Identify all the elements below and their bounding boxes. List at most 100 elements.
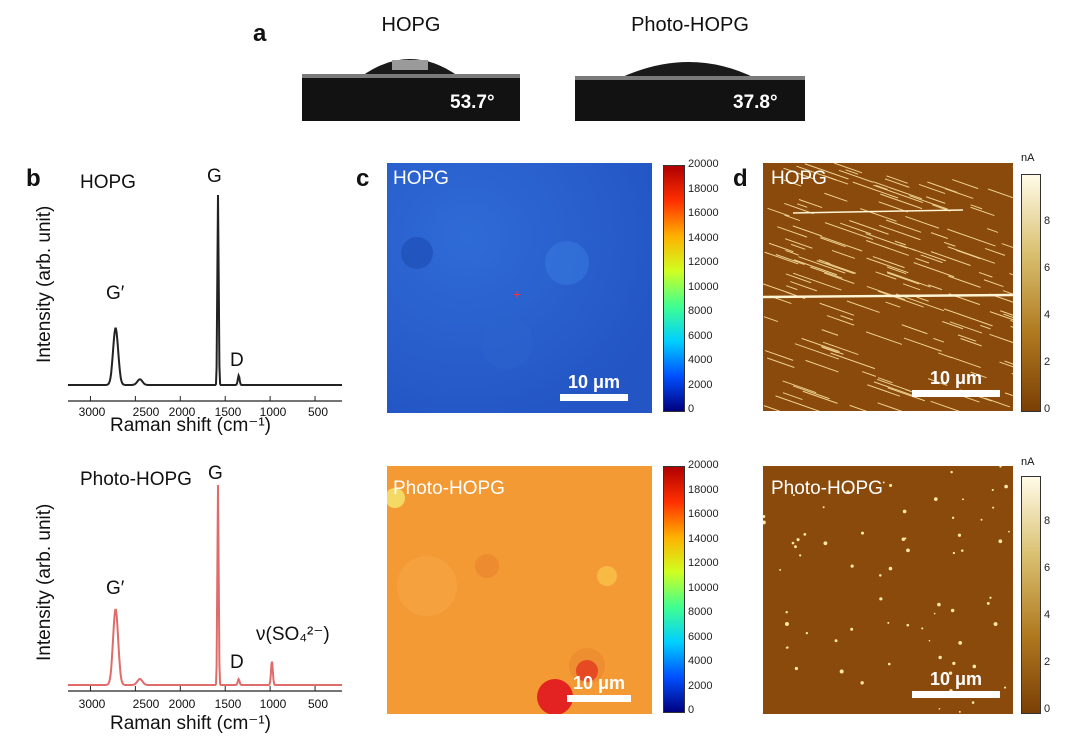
colorbar-tick: 8000 bbox=[688, 305, 713, 317]
conductive-dot bbox=[921, 627, 924, 630]
conductive-streak bbox=[910, 248, 946, 262]
conductive-streak bbox=[880, 193, 923, 210]
conductive-streak bbox=[894, 240, 906, 246]
conductive-dot bbox=[980, 518, 983, 521]
conductive-dot bbox=[763, 514, 766, 519]
conductive-streak bbox=[970, 204, 983, 210]
conductive-streak bbox=[943, 308, 993, 327]
conductive-streak bbox=[798, 199, 823, 209]
conductive-streak bbox=[861, 371, 877, 377]
conductive-streak bbox=[793, 259, 838, 276]
conductive-streak bbox=[764, 251, 799, 265]
colorbar-tick: 6 bbox=[1044, 262, 1051, 274]
conductive-streak bbox=[948, 275, 981, 288]
conductive-streak bbox=[821, 346, 844, 355]
xtick: 2000 bbox=[168, 405, 196, 419]
conductive-streak bbox=[984, 247, 1006, 256]
conductive-dot bbox=[999, 466, 1002, 468]
raman-map-hopg: + bbox=[387, 163, 652, 413]
conductive-streak bbox=[824, 222, 874, 240]
colorbar-tick: 12000 bbox=[688, 256, 719, 268]
conductive-streak bbox=[763, 405, 781, 411]
conductive-streak bbox=[840, 315, 854, 321]
conductive-dot bbox=[1008, 530, 1010, 533]
conductive-dot bbox=[998, 539, 1003, 544]
raman-map-photo-hopg bbox=[387, 466, 652, 714]
conductive-dot bbox=[763, 520, 766, 525]
colorbar-tick: 10000 bbox=[688, 581, 719, 594]
colorbar-c-top bbox=[663, 165, 685, 412]
conductive-streak bbox=[916, 296, 929, 302]
conductive-dot bbox=[960, 549, 964, 552]
conductive-streak bbox=[989, 311, 1013, 321]
conductive-streak bbox=[918, 183, 946, 195]
conductive-dot bbox=[860, 681, 864, 685]
peak-g-hopg: G bbox=[207, 166, 222, 187]
conductive-streak bbox=[920, 254, 943, 264]
conductive-streak bbox=[926, 196, 946, 204]
map-label-hopg: HOPG bbox=[393, 168, 449, 189]
conductive-dot bbox=[846, 490, 850, 494]
colorbar-tick: 4000 bbox=[688, 655, 713, 667]
ylabel-photo-hopg: Intensity (arb. unit) bbox=[34, 503, 55, 661]
xlabel-photo-hopg: Raman shift (cm⁻¹) bbox=[110, 713, 271, 734]
xtick: 2500 bbox=[132, 697, 160, 711]
conductive-streak bbox=[905, 215, 939, 229]
droplet-photo-photo-hopg bbox=[575, 44, 805, 121]
conductive-streak bbox=[801, 337, 840, 353]
conductive-streak bbox=[884, 178, 910, 188]
conductive-dot bbox=[938, 707, 941, 710]
colorbar-tick: 8 bbox=[1044, 215, 1051, 227]
panel-a-letter: a bbox=[253, 20, 267, 47]
scalebar-d-top bbox=[912, 390, 1000, 397]
conductive-streak bbox=[784, 214, 801, 222]
conductive-streak bbox=[1001, 243, 1013, 249]
panel-b-letter: b bbox=[26, 165, 41, 192]
conductive-streak bbox=[830, 352, 876, 370]
conductive-streak bbox=[978, 271, 993, 278]
conductive-dot bbox=[823, 541, 828, 546]
conductive-streak bbox=[823, 272, 855, 284]
conductive-streak bbox=[957, 334, 977, 342]
colorbar-d-top bbox=[1021, 174, 1041, 412]
xtick: 1000 bbox=[259, 697, 287, 711]
map-label-photo-hopg: Photo-HOPG bbox=[393, 478, 505, 499]
colorbar-tick: 2000 bbox=[688, 679, 713, 692]
conductive-streak bbox=[793, 272, 842, 291]
colorbar-tick: 6000 bbox=[688, 630, 713, 643]
x-ticks-photo-hopg bbox=[89, 686, 316, 691]
conductive-dot bbox=[805, 632, 809, 635]
conductive-dot bbox=[971, 701, 975, 704]
conductive-streak bbox=[877, 290, 924, 308]
drop-label-photo-hopg: Photo-HOPG bbox=[631, 14, 749, 36]
conductive-streak bbox=[824, 192, 848, 202]
conductive-streak bbox=[822, 341, 859, 356]
conductive-dot bbox=[989, 596, 992, 599]
conductive-streak bbox=[825, 262, 857, 274]
conductive-dot bbox=[933, 612, 936, 615]
conductive-dot bbox=[822, 506, 825, 509]
conductive-streak bbox=[986, 228, 999, 233]
conductive-streak bbox=[796, 203, 808, 208]
conductive-streak bbox=[950, 356, 981, 369]
conductive-dot bbox=[879, 574, 882, 577]
conductive-dot bbox=[906, 548, 910, 553]
conductive-dot bbox=[887, 662, 891, 666]
conductive-streak bbox=[796, 165, 837, 181]
conductive-streak bbox=[1004, 392, 1013, 397]
droplet-photo-hopg bbox=[302, 44, 520, 121]
conductive-streak bbox=[802, 390, 838, 404]
conductive-streak bbox=[794, 343, 840, 360]
conductive-streak bbox=[930, 400, 960, 411]
spectrum-label-hopg: HOPG bbox=[80, 172, 136, 193]
conductive-streak bbox=[852, 181, 899, 199]
conductive-streak bbox=[887, 387, 925, 402]
colorbar-tick: 4000 bbox=[688, 354, 713, 366]
conductive-streak bbox=[775, 395, 821, 411]
conductive-streak bbox=[876, 378, 911, 392]
conductive-dot bbox=[850, 564, 854, 568]
conductive-streak bbox=[767, 357, 795, 368]
conductive-streak bbox=[875, 184, 888, 191]
conductive-streak bbox=[983, 279, 1004, 288]
conductive-streak bbox=[820, 235, 863, 252]
